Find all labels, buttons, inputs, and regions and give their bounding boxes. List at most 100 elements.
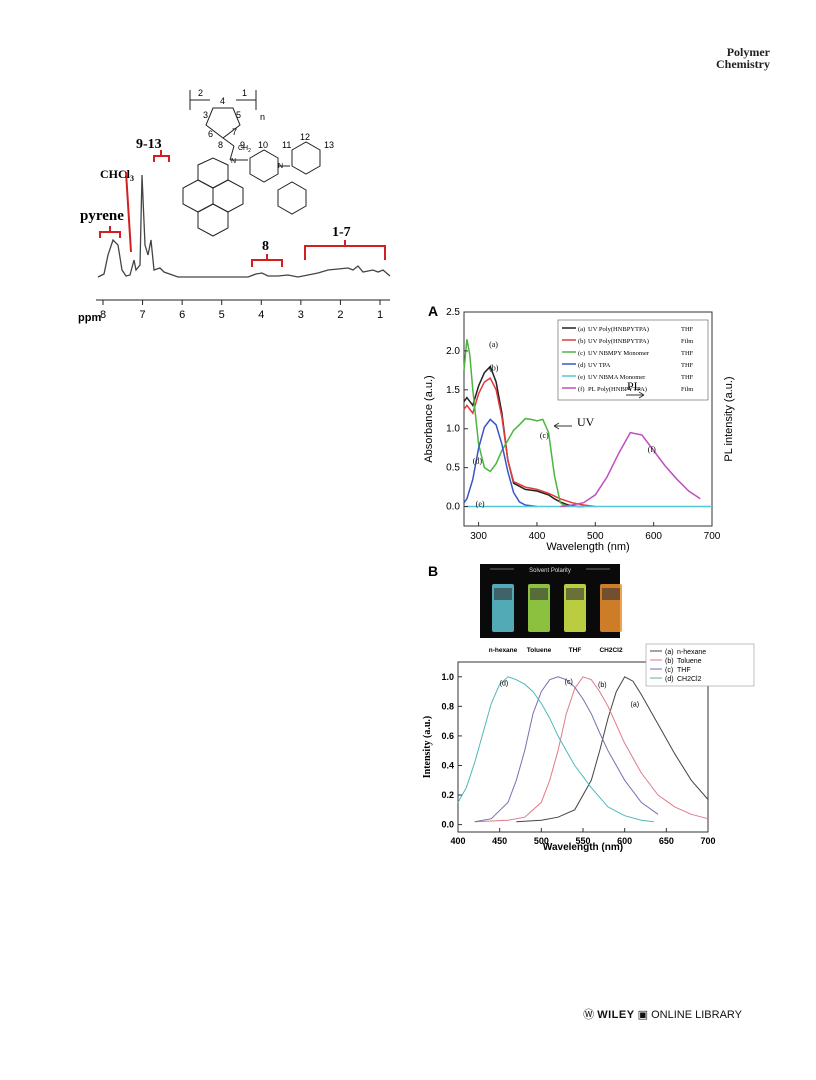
- legend-text: UV NBMA Monomer: [588, 374, 646, 381]
- x-tick-label: 500: [587, 531, 604, 542]
- legend-text: UV Poly(HNBPYTPA): [588, 326, 649, 333]
- curve-label: (f): [648, 445, 656, 454]
- vial-label: THF: [569, 647, 582, 654]
- structure-number: 6: [208, 129, 213, 139]
- x-tick-label: 700: [704, 531, 721, 542]
- curve-label: (b): [598, 682, 607, 689]
- legend-id: (c): [578, 350, 585, 357]
- y-tick-label: 2.0: [446, 346, 460, 357]
- annotation-pl: PL: [627, 379, 641, 393]
- y-tick-label: 1.5: [446, 385, 460, 396]
- library-name: ONLINE LIBRARY: [651, 1009, 742, 1021]
- panel-a-legend: (a) UV Poly(HNBPYTPA) THF (b) UV Poly(HNBPYT…: [557, 319, 709, 401]
- structure-nitrogen: N: [278, 163, 283, 170]
- legend-medium: THF: [681, 362, 694, 369]
- solvent-polarity-label: Solvent Polarity: [529, 568, 571, 574]
- vial-label: n-hexane: [489, 647, 518, 654]
- x-tick-label: 400: [450, 836, 465, 846]
- nmr-axis-unit: ppm: [78, 312, 101, 324]
- nmr-tick-label: 6: [179, 309, 185, 321]
- structure-number: 2: [198, 88, 203, 98]
- nmr-tick-label: 3: [298, 309, 304, 321]
- nmr-brackets: [99, 150, 386, 267]
- panel-b-axes: 400 450 500 550 600 650 700 0.0 0.2 0.4 0.6 0.8 1.0: [441, 672, 715, 846]
- legend-text: PL Poly(HNBPYTPA): [588, 386, 647, 393]
- series-line: [474, 676, 709, 823]
- structure-number: 9: [240, 140, 245, 150]
- panel-b-xlabel: Wavelength (nm): [543, 842, 623, 853]
- legend-id: (a): [578, 326, 585, 333]
- journal-name: Polymer Chemistry: [716, 46, 770, 70]
- nmr-axis-ticks: 8 7 6 5 4 3 2 1: [100, 300, 383, 321]
- vial-meniscus: [602, 588, 620, 600]
- legend-text: UV TPA: [588, 362, 611, 369]
- legend-text: THF: [677, 667, 691, 674]
- nmr-label-1-7: 1-7: [332, 225, 351, 240]
- panel-a-ylabel-left: Absorbance (a.u.): [423, 375, 435, 462]
- panel-a-axes: 300 400 500 600 700 0.0 0.5 1.0 1.5 2.0 2.5: [446, 307, 721, 542]
- series-line: [463, 377, 596, 508]
- x-tick-label: 400: [529, 531, 546, 542]
- panel-b-curve-labels: (a) (b) (c) (d): [500, 679, 639, 708]
- y-tick-label: 0.6: [441, 731, 454, 741]
- vial-label: Toluene: [527, 647, 552, 654]
- structure-number: 12: [300, 132, 310, 142]
- structure-nitrogen: N: [231, 158, 236, 165]
- nmr-spectrum-figure: 2 4 1 3 5 7 6 n 8 CH2 N N 9 10 11 12 13 …: [78, 88, 391, 324]
- y-tick-label: 0.2: [441, 790, 454, 800]
- x-tick-label: 450: [492, 836, 507, 846]
- structure-number: 11: [282, 140, 291, 150]
- nmr-trace: [97, 174, 391, 278]
- wiley-logo-icon: Ⓦ: [583, 1009, 595, 1021]
- panel-b-ylabel: Intensity (a.u.): [422, 716, 433, 779]
- legend-id: (d): [665, 676, 674, 683]
- nmr-tick-label: 8: [100, 309, 106, 321]
- x-tick-label: 650: [659, 836, 674, 846]
- x-tick-label: 600: [645, 531, 662, 542]
- series-line: [463, 339, 567, 508]
- legend-medium: Film: [681, 338, 693, 345]
- legend-id: (d): [578, 362, 586, 369]
- structure-number: 3: [203, 110, 208, 120]
- series-line: [463, 365, 584, 508]
- legend-text: CH2Cl2: [677, 676, 702, 683]
- arrow-pl-head: [638, 391, 645, 399]
- publisher-name: WILEY: [597, 1009, 635, 1021]
- legend-id: (b): [578, 338, 586, 345]
- structure-number: 7: [232, 127, 237, 137]
- x-tick-label: 500: [534, 836, 549, 846]
- panel-a-curve-labels: (a) (b) (c) (d) (e) (f): [473, 340, 656, 509]
- chemical-structure: [182, 90, 321, 237]
- structure-ch2: CH2: [238, 145, 251, 154]
- y-tick-label: 0.4: [441, 760, 454, 770]
- curve-label: (c): [565, 679, 573, 686]
- publisher-footer: Ⓦ WILEY ▣ ONLINE LIBRARY: [583, 1006, 742, 1022]
- y-tick-label: 0.0: [446, 502, 460, 513]
- panel-a-label: A: [428, 303, 438, 319]
- legend-box: [557, 319, 709, 401]
- series-line: [560, 431, 701, 508]
- solvatochromism-chart: B Solvent Polarity n-hexane Toluene THF CH2…: [422, 563, 755, 853]
- structure-number: 4: [220, 96, 225, 106]
- legend-box: [645, 643, 755, 687]
- legend-text: n-hexane: [677, 649, 706, 656]
- structure-number: 10: [258, 140, 268, 150]
- curve-label: (d): [473, 457, 483, 466]
- legend-id: (f): [578, 386, 585, 393]
- structure-number: n: [260, 112, 265, 122]
- y-tick-label: 0.5: [446, 463, 460, 474]
- legend-medium: THF: [681, 350, 694, 357]
- panel-a-plot-frame: [463, 311, 713, 527]
- panel-b-legend: (a) n-hexane(b) Toluene (c) THF(d) CH2Cl2: [645, 643, 755, 687]
- y-tick-label: 2.5: [446, 307, 460, 318]
- series-line: [474, 676, 659, 823]
- legend-medium: THF: [681, 374, 694, 381]
- y-tick-label: 0.0: [441, 820, 454, 830]
- y-tick-label: 1.0: [446, 424, 460, 435]
- x-tick-label: 700: [700, 836, 715, 846]
- series-line: [463, 418, 537, 508]
- legend-text: UV Poly(HNBPYTPA): [588, 338, 649, 345]
- y-tick-label: 1.0: [441, 672, 454, 682]
- structure-number: 5: [236, 110, 241, 120]
- curve-label: (b): [489, 363, 499, 372]
